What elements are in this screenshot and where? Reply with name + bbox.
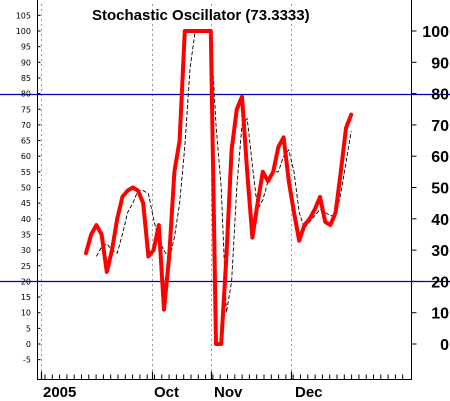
left-tick-label: 35 xyxy=(21,230,31,239)
left-tick-label: 55 xyxy=(21,168,31,177)
right-tick-label: 30 xyxy=(431,243,449,260)
left-tick-label: 80 xyxy=(21,90,31,99)
right-tick-label: 100 xyxy=(422,24,449,41)
left-tick-label: 50 xyxy=(21,184,31,193)
right-tick-label: 20 xyxy=(431,274,449,291)
left-axis-ticks: -5 0 5 10 15 20 25 30 35 40 45 50 55 60 65 70 75 80 85 90 95… xyxy=(16,11,41,365)
left-tick-label: 25 xyxy=(21,262,31,271)
left-tick-label: 75 xyxy=(21,105,31,114)
left-tick-label: 15 xyxy=(21,293,31,302)
right-tick-label: 40 xyxy=(431,212,449,229)
left-tick-label: 5 xyxy=(26,324,31,333)
right-tick-label: 50 xyxy=(431,181,449,198)
left-tick-label: 65 xyxy=(21,137,31,146)
left-tick-label: -5 xyxy=(23,356,31,365)
chart-title: Stochastic Oscillator (73.3333) xyxy=(92,7,310,24)
left-tick-label: 45 xyxy=(21,199,31,208)
left-tick-label: 70 xyxy=(21,121,31,130)
left-tick-label: 10 xyxy=(21,309,31,318)
right-axis-ticks: 0 10 20 30 40 50 60 70 80 90 100 xyxy=(411,24,449,354)
left-tick-label: 30 xyxy=(21,246,31,255)
right-tick-label: 60 xyxy=(431,149,449,166)
left-tick-label: 95 xyxy=(21,43,31,52)
left-tick-label: 60 xyxy=(21,152,31,161)
left-tick-label: 100 xyxy=(16,27,31,36)
x-tick-label: Oct xyxy=(154,384,179,401)
left-tick-label: 0 xyxy=(26,340,31,349)
x-axis-ticks: 2005 Oct Nov Dec xyxy=(40,371,404,401)
right-tick-label: 10 xyxy=(431,306,449,323)
left-tick-label: 20 xyxy=(21,277,31,286)
x-tick-label: Nov xyxy=(214,384,243,401)
right-tick-label: 90 xyxy=(431,55,449,72)
x-tick-label: 2005 xyxy=(43,384,76,401)
stochastic-line xyxy=(84,29,354,346)
left-tick-label: 90 xyxy=(21,58,31,67)
left-tick-label: 85 xyxy=(21,74,31,83)
series-layer xyxy=(84,29,354,346)
left-tick-label: 105 xyxy=(16,11,31,20)
right-tick-label: 70 xyxy=(431,118,449,135)
right-tick-label: 0 xyxy=(440,337,449,354)
x-tick-label: Dec xyxy=(295,384,323,401)
right-tick-label: 80 xyxy=(431,87,449,104)
left-tick-label: 40 xyxy=(21,215,31,224)
